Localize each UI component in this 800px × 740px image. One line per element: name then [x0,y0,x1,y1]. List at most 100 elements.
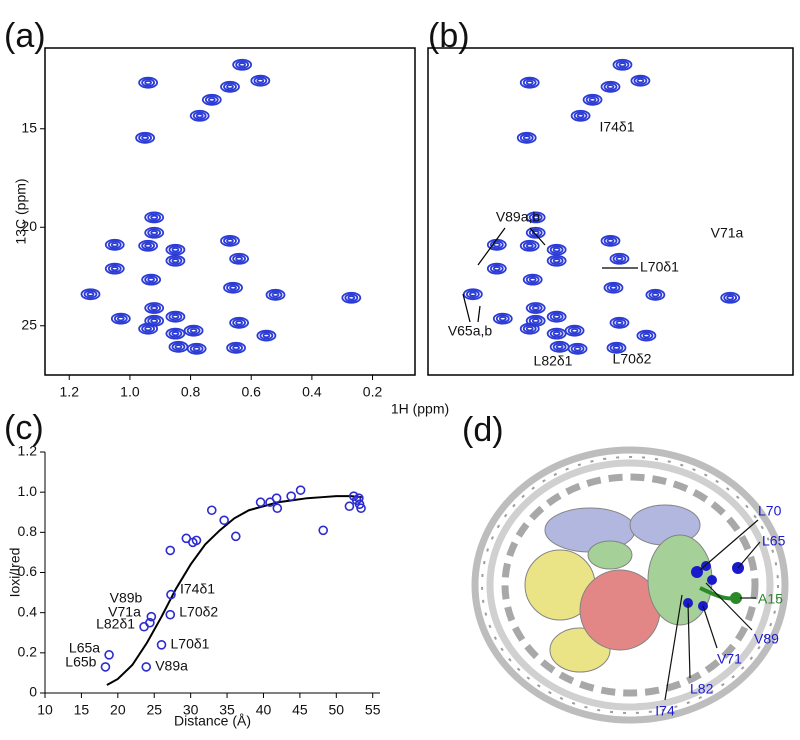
contour-ring [104,262,125,275]
peak [138,239,159,252]
y-tick-label: 25 [21,316,37,332]
annotation: L82δ1 [534,353,573,369]
contour-ring [223,82,237,92]
contour-ring [546,327,567,340]
data-point [206,505,217,516]
contour-ring [147,228,162,238]
panel-label: (b) [428,17,470,55]
annotation-leader [477,227,506,266]
helix [587,540,633,570]
x-tick-label: 55 [365,702,381,718]
peak [223,281,243,294]
contour-ring [144,211,165,224]
contour-ring [144,275,159,284]
point-label: V89b [110,589,143,605]
peak [546,327,567,340]
x-tick-label: 40 [256,702,272,718]
peak [144,211,165,224]
peak [165,327,186,340]
contour-ring [609,316,630,329]
data-point [104,650,114,660]
contour-ring [603,236,618,246]
contour-ring [486,262,507,275]
contour-ring [519,322,540,335]
annotation: V65a,b [448,323,493,339]
contour-ring [262,333,271,339]
contour-ring [612,58,633,71]
x-axis-label: 1H (ppm) [391,401,449,417]
contour-ring [226,238,234,244]
peak [570,109,591,122]
contour-ring [600,234,621,247]
contour-ring [220,234,240,247]
contour-ring [189,109,210,122]
contour-ring [573,346,582,352]
contour-ring [609,252,630,265]
peak [144,226,165,239]
contour-ring [498,316,507,322]
contour-ring [531,305,540,311]
data-point [100,662,111,672]
contour-ring [226,84,234,90]
y-tick-label: 1.2 [18,443,38,459]
peak [189,109,210,122]
contour-ring [186,326,201,335]
data-point [231,531,241,542]
data-point [272,503,283,514]
contour-ring [226,283,240,293]
peak [165,310,186,323]
peak [519,239,540,252]
contour-ring [612,254,627,264]
x-tick-label: 1.0 [120,384,140,400]
contour-ring [531,318,540,324]
annotation-leader [462,293,471,323]
contour-ring [168,245,183,255]
contour-ring [588,97,597,103]
plot-frame [427,47,794,376]
contour-ring [633,76,648,85]
y-tick-label: 0.4 [18,603,38,619]
fit-curve [106,495,362,686]
residue-sphere [691,566,703,578]
y-axis-label: 13C (ppm) [13,178,29,244]
peak [80,288,101,301]
contour-ring [546,254,567,267]
y-tick-label: 15 [21,119,37,135]
contour-ring [606,283,621,293]
contour-ring [495,314,510,323]
peak [546,254,567,267]
peak [525,302,546,314]
contour-ring [204,95,219,105]
peak [138,76,159,89]
contour-ring [189,328,198,334]
contour-ring [189,344,204,354]
contour-ring [141,241,156,251]
contour-ring [192,346,201,352]
residue-sphere [707,575,717,585]
peak [226,341,246,354]
contour-ring [220,80,240,93]
dna-ribbon [501,473,759,697]
peak [603,281,624,294]
contour-ring [549,329,564,338]
contour-ring [468,291,477,297]
contour-ring [570,344,585,354]
peak [220,234,240,247]
contour-ring [582,93,603,106]
contour-ring [150,214,159,221]
peak [183,324,204,337]
contour-ring [516,131,537,144]
leader [664,594,683,701]
contour-ring [171,342,186,352]
leader [737,541,761,569]
data-point [295,485,306,495]
annotation: I74δ1 [599,119,634,135]
peak [564,324,585,337]
contour-ring [171,247,180,253]
x-tick-label: 30 [183,702,199,718]
contour-ring [525,275,540,284]
contour-ring [522,273,543,286]
contour-ring [525,302,546,314]
leader [687,602,691,679]
